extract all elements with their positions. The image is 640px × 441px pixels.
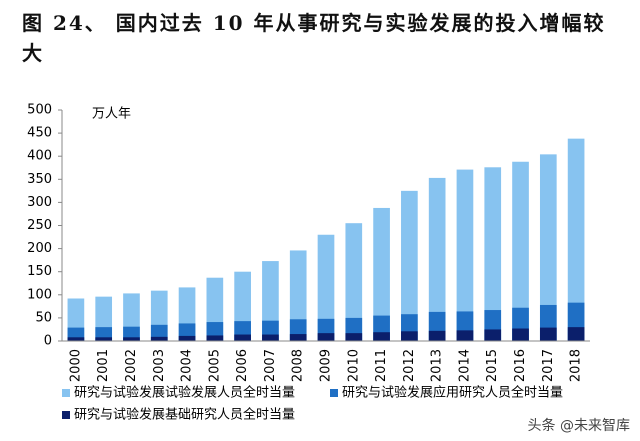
bar — [206, 335, 224, 341]
x-tick-label: 2014 — [457, 349, 472, 382]
x-tick-label: 2012 — [402, 349, 417, 382]
bar — [178, 335, 196, 341]
x-tick-label: 2001 — [96, 349, 111, 382]
x-tick-label: 2009 — [319, 349, 334, 382]
bar — [401, 190, 418, 341]
y-tick-label: 400 — [27, 149, 52, 164]
bar — [567, 138, 585, 341]
legend-label: 研究与试验发展基础研究人员全时当量 — [74, 407, 295, 423]
bar — [317, 234, 335, 341]
y-tick-label: 300 — [27, 195, 52, 210]
y-tick-label: 250 — [27, 218, 52, 233]
bar — [484, 329, 502, 341]
x-tick-label: 2010 — [346, 349, 361, 382]
bar — [456, 169, 474, 341]
y-tick-label: 500 — [27, 103, 52, 118]
x-tick-label: 2016 — [513, 349, 528, 382]
y-tick-label: 200 — [27, 241, 52, 256]
bar — [373, 332, 390, 341]
chart-title: 图 24、 国内过去 10 年从事研究与实验发展的投入增幅较大 — [22, 11, 606, 65]
bar — [428, 330, 446, 341]
legend-label: 研究与试验发展应用研究人员全时当量 — [342, 385, 563, 401]
x-tick-label: 2011 — [374, 349, 389, 382]
x-tick-label: 2000 — [68, 349, 83, 382]
watermark: 头条 @未来智库 — [527, 418, 630, 434]
bar — [345, 223, 363, 341]
unit-label: 万人年 — [92, 107, 131, 122]
y-tick-label: 50 — [35, 310, 52, 325]
bar — [567, 327, 585, 341]
bar — [123, 337, 140, 341]
bar — [262, 334, 279, 341]
y-tick-label: 350 — [27, 172, 52, 187]
bar — [150, 336, 168, 341]
bar — [539, 327, 557, 341]
bar — [428, 177, 446, 341]
x-tick-label: 2013 — [430, 349, 445, 382]
bar — [345, 333, 363, 341]
bar — [539, 154, 557, 341]
bar — [95, 337, 113, 341]
legend-swatch — [62, 389, 70, 397]
bar — [234, 334, 251, 341]
y-tick-label: 100 — [27, 287, 52, 302]
x-tick-label: 2002 — [124, 349, 139, 382]
x-tick-label: 2018 — [569, 349, 584, 382]
x-tick-label: 2004 — [180, 349, 195, 382]
y-tick-label: 450 — [27, 126, 52, 141]
y-tick-label: 150 — [27, 264, 52, 279]
y-tick-label: 0 — [44, 334, 52, 349]
bar — [456, 330, 474, 341]
bar — [289, 250, 307, 341]
x-tick-label: 2005 — [207, 349, 222, 382]
legend-swatch — [62, 411, 70, 419]
x-tick-label: 2008 — [291, 349, 306, 382]
bar — [289, 334, 307, 341]
x-tick-label: 2003 — [152, 349, 167, 382]
bar — [401, 331, 418, 341]
x-tick-label: 2006 — [235, 349, 250, 382]
legend-swatch — [330, 389, 338, 397]
bar — [67, 337, 85, 341]
bar — [484, 167, 502, 341]
x-tick-label: 2017 — [541, 349, 556, 382]
legend-label: 研究与试验发展试验发展人员全时当量 — [74, 385, 295, 401]
bar — [317, 333, 335, 341]
x-tick-label: 2015 — [485, 349, 500, 382]
bar — [512, 328, 529, 341]
x-tick-label: 2007 — [263, 349, 278, 382]
bar — [373, 207, 390, 341]
bar — [512, 161, 529, 341]
